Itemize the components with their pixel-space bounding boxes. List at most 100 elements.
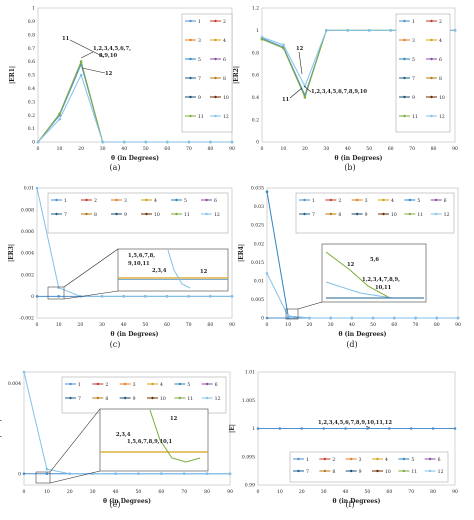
- annotation-arrow: [80, 51, 94, 59]
- legend-marker: [96, 382, 100, 386]
- x-tick-label: 30: [321, 489, 327, 495]
- annotation: 5,6: [370, 257, 379, 263]
- data-point: [101, 140, 104, 144]
- x-tick-label: 50: [365, 489, 371, 495]
- x-axis-label: θ (in Degrees): [339, 331, 387, 338]
- annotation-arrow: [81, 67, 106, 74]
- x-tick-label: 40: [121, 146, 127, 152]
- plot-area: [261, 7, 456, 143]
- legend-entry: 10: [154, 212, 160, 218]
- legend-entry: 7: [78, 396, 81, 402]
- data-point: [58, 117, 61, 121]
- y-tick-label: 1: [32, 6, 35, 12]
- y-tick-label: 1.005: [242, 398, 255, 404]
- annotation: 1,2,3,4,5,6,7,8,9,10,11,12: [318, 420, 392, 426]
- y-tick-label: 0.2: [252, 117, 259, 123]
- legend-entry: 2: [94, 198, 97, 204]
- legend-marker: [402, 469, 406, 473]
- legend-marker: [145, 198, 148, 202]
- legend-box: [295, 192, 455, 234]
- legend-entry: 2: [338, 198, 341, 204]
- annotation: 12: [200, 269, 208, 275]
- data-point: [409, 427, 413, 430]
- panel-caption: (e): [110, 500, 121, 509]
- legend-entry: 8: [94, 212, 97, 218]
- x-tick-label: 80: [434, 322, 440, 328]
- y-tick-label: 1: [252, 426, 255, 432]
- data-point: [57, 295, 60, 298]
- legend-box: [181, 13, 233, 133]
- x-tick-label: 60: [158, 489, 164, 495]
- y-tick-label: 0.6: [252, 73, 259, 79]
- x-tick-label: 10: [56, 322, 62, 328]
- x-tick-label: 20: [307, 322, 313, 328]
- series-line: [23, 371, 230, 475]
- legend-entry: 3: [365, 198, 368, 204]
- annotation: 8,9,10: [99, 53, 117, 59]
- data-point: [137, 472, 140, 476]
- y-tick-label: 1: [256, 28, 259, 34]
- legend-entry: 6: [215, 382, 218, 388]
- y-axis-label: |ER3|: [8, 244, 15, 262]
- legend-box: [61, 376, 227, 414]
- data-point: [282, 43, 285, 47]
- legend-entry: 7: [64, 212, 67, 218]
- legend-marker: [323, 469, 327, 473]
- legend-marker: [323, 457, 327, 461]
- data-point: [371, 316, 375, 320]
- y-tick-label: 0.004: [21, 251, 34, 257]
- data-point: [209, 295, 212, 298]
- annotation: 12: [347, 262, 355, 268]
- annotation: 11: [282, 97, 290, 103]
- legend-marker: [430, 57, 433, 61]
- legend-marker: [329, 212, 333, 216]
- legend-marker: [349, 457, 353, 461]
- legend-entry: 3: [198, 38, 201, 44]
- legend-entry: 7: [412, 76, 415, 82]
- legend-entry: 9: [124, 212, 127, 218]
- data-point: [308, 316, 311, 320]
- legend-box: [289, 451, 449, 483]
- legend-entry: 11: [412, 114, 418, 120]
- legend-entry: 11: [187, 396, 193, 402]
- legend-marker: [115, 198, 118, 202]
- annotation-arrow: [63, 290, 119, 300]
- legend-marker: [189, 95, 192, 99]
- legend-marker: [214, 57, 217, 61]
- annotation: 2,3,4: [116, 432, 131, 438]
- legend-marker: [189, 19, 192, 23]
- data-point: [282, 46, 285, 50]
- legend-marker: [55, 212, 58, 216]
- legend-marker: [408, 212, 412, 216]
- y-tick-label: 0.02: [254, 241, 264, 247]
- x-tick-label: 30: [328, 322, 334, 328]
- x-tick-label: 20: [78, 146, 84, 152]
- y-tick-label: 0.008: [21, 207, 34, 213]
- legend-entry: 5: [187, 382, 190, 388]
- legend-entry: 12: [444, 212, 450, 218]
- plot-area: [36, 187, 233, 319]
- data-point: [144, 295, 147, 298]
- data-point: [166, 140, 169, 144]
- legend-entry: 9: [198, 95, 201, 101]
- data-point: [182, 472, 186, 476]
- y-tick-label: 0: [18, 471, 21, 477]
- legend-entry: 1: [78, 382, 81, 388]
- legend-entry: 11: [417, 212, 423, 218]
- y-tick-label: 0.9: [28, 19, 35, 25]
- data-point: [165, 295, 169, 298]
- x-tick-label: 10: [281, 146, 287, 152]
- annotation: 12: [296, 46, 304, 52]
- legend-marker: [402, 457, 406, 461]
- x-tick-label: 80: [431, 146, 437, 152]
- annotation-arrow: [297, 301, 323, 310]
- annotation: 12: [105, 71, 113, 77]
- annotation: 1,2,3,4,5,6,7,: [93, 46, 131, 52]
- zoom-box: [35, 471, 51, 484]
- zoom-box: [47, 286, 65, 300]
- y-tick-label: 0.4: [252, 95, 259, 101]
- x-axis-label: θ (in Degrees): [103, 498, 151, 505]
